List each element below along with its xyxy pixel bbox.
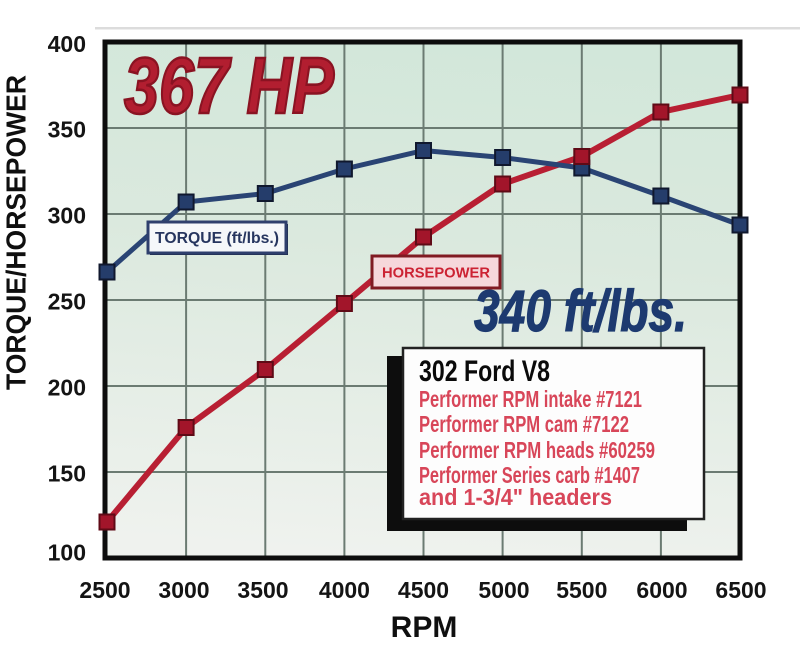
svg-text:and 1-3/4" headers: and 1-3/4" headers <box>419 484 612 510</box>
svg-text:340 ft/lbs.: 340 ft/lbs. <box>474 279 687 344</box>
svg-text:367 HP: 367 HP <box>124 41 334 130</box>
svg-text:HORSEPOWER: HORSEPOWER <box>382 265 490 282</box>
svg-text:5500: 5500 <box>556 577 607 603</box>
svg-text:4000: 4000 <box>319 577 370 603</box>
svg-text:TORQUE/HORSEPOWER: TORQUE/HORSEPOWER <box>1 75 32 390</box>
svg-text:150: 150 <box>48 461 86 487</box>
svg-text:250: 250 <box>48 289 86 315</box>
svg-text:6500: 6500 <box>715 577 766 603</box>
svg-text:6000: 6000 <box>636 577 687 603</box>
svg-text:2500: 2500 <box>79 577 130 603</box>
svg-text:302 Ford V8: 302 Ford V8 <box>419 355 550 388</box>
svg-text:TORQUE (ft/lbs.): TORQUE (ft/lbs.) <box>155 230 279 247</box>
svg-text:300: 300 <box>48 203 86 229</box>
svg-text:Performer RPM intake #7121: Performer RPM intake #7121 <box>419 386 642 412</box>
svg-text:400: 400 <box>48 31 86 57</box>
svg-text:Performer RPM heads #60259: Performer RPM heads #60259 <box>419 437 655 463</box>
svg-text:3500: 3500 <box>237 577 288 603</box>
svg-text:Performer Series carb #1407: Performer Series carb #1407 <box>419 462 640 488</box>
svg-text:4500: 4500 <box>398 577 449 603</box>
svg-text:RPM: RPM <box>391 611 458 644</box>
svg-text:Performer RPM cam #7122: Performer RPM cam #7122 <box>419 411 629 437</box>
svg-text:350: 350 <box>48 117 86 143</box>
svg-text:100: 100 <box>48 540 86 566</box>
svg-text:5000: 5000 <box>478 577 529 603</box>
svg-text:3000: 3000 <box>158 577 209 603</box>
svg-text:200: 200 <box>48 375 86 401</box>
